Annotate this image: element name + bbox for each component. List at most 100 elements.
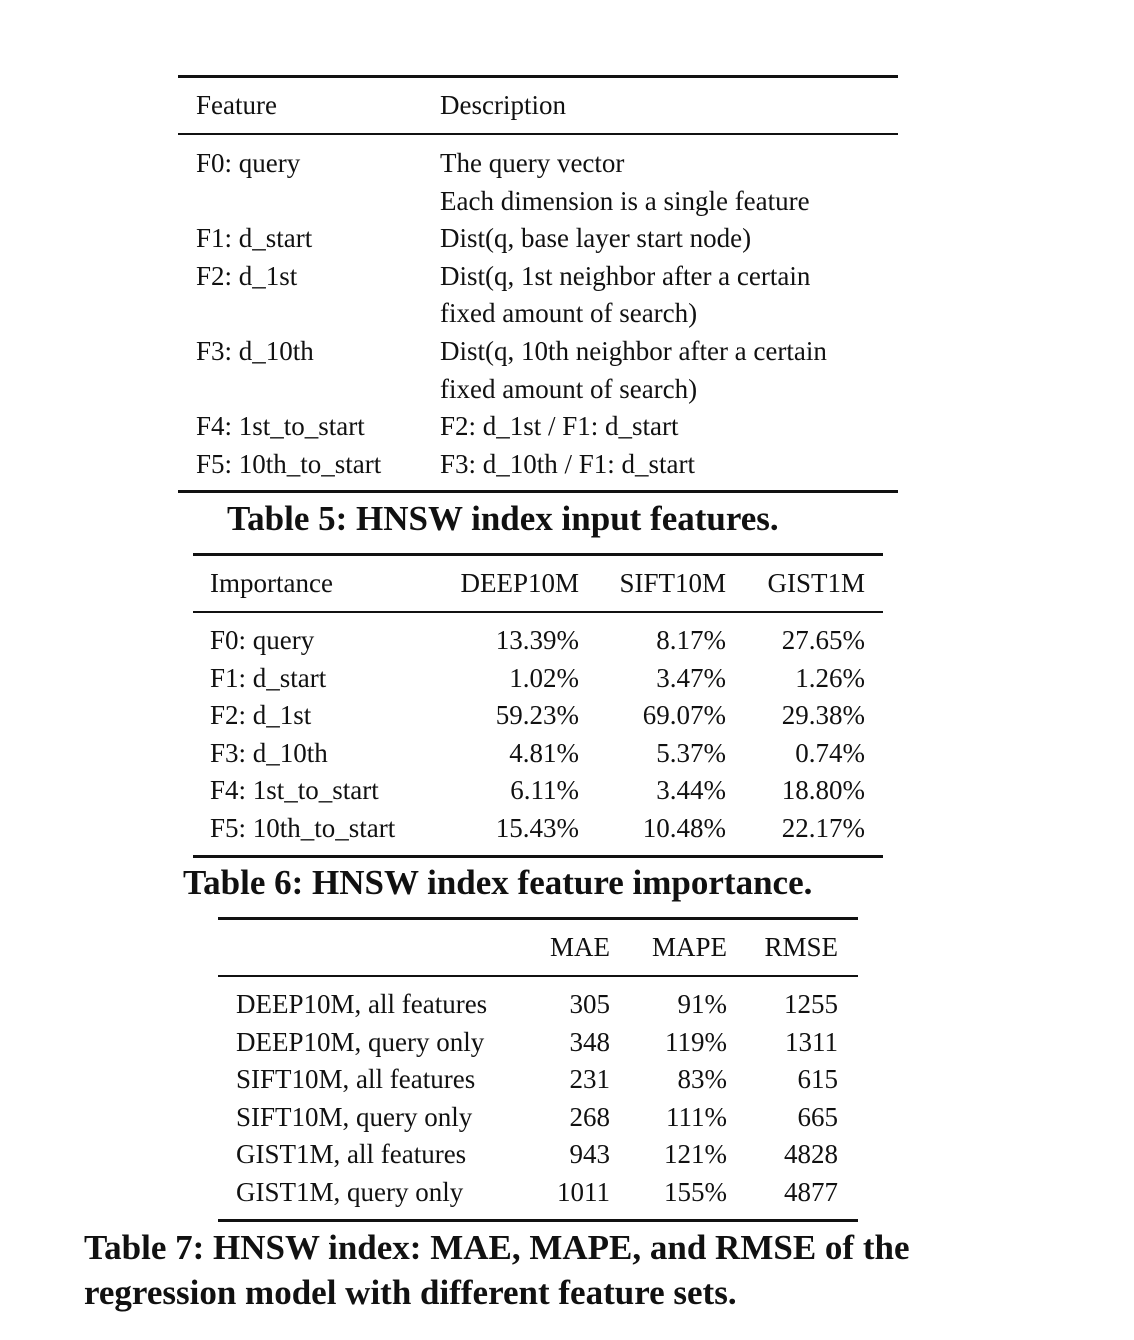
table-row: F4: 1st_to_start F2: d_1st / F1: d_start	[196, 408, 827, 446]
table-row: GIST1M, all features 943 121% 4828	[236, 1136, 838, 1174]
description-line: F3: d_10th / F1: d_start	[440, 448, 696, 479]
table7-header-rmse: RMSE	[764, 932, 838, 962]
table-row: F5: 10th_to_start 15.43% 10.48% 22.17%	[210, 810, 865, 848]
table7-body: DEEP10M, all features 305 91% 1255 DEEP1…	[236, 986, 838, 1212]
table7-bottom-rule	[218, 1219, 858, 1222]
table5-header-feature: Feature	[196, 90, 277, 120]
table7-value-cell: 268	[569, 1101, 611, 1132]
table5-header-description: Description	[440, 90, 566, 120]
description-line: fixed amount of search)	[440, 298, 698, 329]
table6-value-cell: 6.11%	[510, 775, 579, 806]
description-line: Dist(q, 1st neighbor after a certain	[440, 260, 811, 291]
description-line: fixed amount of search)	[440, 373, 698, 404]
table-row: F2: d_1st Dist(q, 1st neighbor after a c…	[196, 258, 827, 333]
table-row: F1: d_start 1.02% 3.47% 1.26%	[210, 660, 865, 698]
table6-header-sift10m: SIFT10M	[619, 568, 726, 598]
table7-label-cell: SIFT10M, all features	[236, 1064, 476, 1095]
description-line: Each dimension is a single feature	[440, 185, 810, 216]
table6-feature-cell: F1: d_start	[210, 662, 327, 693]
table7-label-cell: SIFT10M, query only	[236, 1101, 473, 1132]
table6-value-cell: 1.02%	[509, 662, 579, 693]
table-row: GIST1M, query only 1011 155% 4877	[236, 1174, 838, 1212]
table-row: F0: query The query vector Each dimensio…	[196, 145, 827, 220]
description-line: F2: d_1st / F1: d_start	[440, 411, 679, 442]
table7-value-cell: 348	[569, 1026, 611, 1057]
table5-description-cell: Dist(q, 10th neighbor after a certain fi…	[440, 333, 827, 408]
table6-value-cell: 59.23%	[495, 700, 579, 731]
table7-mid-rule	[218, 975, 858, 977]
table7-header-mape: MAPE	[651, 932, 727, 962]
table6-value-cell: 3.47%	[656, 662, 726, 693]
table7-value-cell: 83%	[677, 1064, 728, 1095]
table7-value-cell: 4877	[784, 1176, 838, 1207]
table-row: F0: query 13.39% 8.17% 27.65%	[210, 622, 865, 660]
table6-feature-cell: F0: query	[210, 625, 315, 655]
table7-caption-line2: regression model with different feature …	[84, 1273, 737, 1312]
table7-value-cell: 231	[569, 1064, 611, 1095]
table5-caption: Table 5: HNSW index input features.	[227, 499, 779, 538]
table6-top-rule	[193, 553, 883, 556]
table6-value-cell: 27.65%	[781, 625, 865, 655]
table6-value-cell: 10.48%	[642, 812, 726, 843]
table6-value-cell: 18.80%	[781, 775, 865, 806]
table7-header-mae: MAE	[550, 932, 610, 962]
description-line: Dist(q, base layer start node)	[440, 223, 752, 254]
table7-value-cell: 1255	[784, 989, 838, 1019]
table6-value-cell: 69.07%	[642, 700, 726, 731]
table5-feature-cell: F4: 1st_to_start	[196, 411, 365, 442]
table7-value-cell: 111%	[666, 1101, 727, 1132]
table7-value-cell: 943	[569, 1139, 611, 1170]
table5-feature-cell: F0: query	[196, 148, 301, 178]
table-row: F2: d_1st 59.23% 69.07% 29.38%	[210, 697, 865, 735]
table-row: DEEP10M, all features 305 91% 1255	[236, 986, 838, 1024]
table6-header-gist1m: GIST1M	[767, 568, 865, 598]
table5-bottom-rule	[178, 490, 898, 493]
table5-description-cell: Dist(q, base layer start node)	[440, 220, 827, 258]
table-row: DEEP10M, query only 348 119% 1311	[236, 1024, 838, 1062]
table-row: F5: 10th_to_start F3: d_10th / F1: d_sta…	[196, 446, 827, 484]
table6-feature-cell: F5: 10th_to_start	[210, 812, 396, 843]
table7-value-cell: 1011	[557, 1176, 610, 1207]
table6-value-cell: 22.17%	[781, 812, 865, 843]
table7-value-cell: 665	[797, 1101, 839, 1132]
table6-header-importance: Importance	[210, 568, 333, 598]
table5-header-row: Feature Description	[196, 87, 566, 125]
table7-label-cell: GIST1M, query only	[236, 1176, 464, 1207]
table6-value-cell: 4.81%	[509, 737, 579, 768]
description-line: The query vector	[440, 148, 625, 178]
table6-mid-rule	[193, 611, 883, 613]
table6-value-cell: 0.74%	[795, 737, 865, 768]
table6-caption: Table 6: HNSW index feature importance.	[183, 863, 813, 902]
table7-label-cell: GIST1M, all features	[236, 1139, 467, 1170]
table6-value-cell: 29.38%	[781, 700, 865, 731]
table7-header-row: MAE MAPE RMSE	[236, 929, 838, 967]
table5-feature-cell: F3: d_10th	[196, 335, 314, 366]
table5-body: F0: query The query vector Each dimensio…	[196, 145, 827, 483]
table-row: F3: d_10th 4.81% 5.37% 0.74%	[210, 735, 865, 773]
table7-value-cell: 615	[797, 1064, 839, 1095]
table5-description-cell: F2: d_1st / F1: d_start	[440, 408, 827, 446]
table5-feature-cell: F1: d_start	[196, 223, 313, 254]
table7-label-cell: DEEP10M, all features	[236, 989, 488, 1019]
table7-value-cell: 1311	[785, 1026, 838, 1057]
table6-feature-cell: F4: 1st_to_start	[210, 775, 379, 806]
table-row: F4: 1st_to_start 6.11% 3.44% 18.80%	[210, 772, 865, 810]
table-row: F3: d_10th Dist(q, 10th neighbor after a…	[196, 333, 827, 408]
table-row: SIFT10M, all features 231 83% 615	[236, 1061, 838, 1099]
table5-mid-rule	[178, 133, 898, 135]
table7-value-cell: 91%	[677, 989, 728, 1019]
table6-bottom-rule	[193, 855, 883, 858]
table-row: SIFT10M, query only 268 111% 665	[236, 1099, 838, 1137]
table6-value-cell: 3.44%	[656, 775, 726, 806]
table7-value-cell: 119%	[665, 1026, 727, 1057]
table7-value-cell: 155%	[664, 1176, 727, 1207]
table6-value-cell: 15.43%	[495, 812, 579, 843]
table6-value-cell: 8.17%	[656, 625, 726, 655]
table5-description-cell: The query vector Each dimension is a sin…	[440, 145, 827, 220]
table5-description-cell: Dist(q, 1st neighbor after a certain fix…	[440, 258, 827, 333]
table7-caption-line1: Table 7: HNSW index: MAE, MAPE, and RMSE…	[84, 1228, 910, 1267]
table6-header: Importance DEEP10M SIFT10M GIST1M	[210, 565, 865, 603]
table6-body: F0: query 13.39% 8.17% 27.65% F1: d_star…	[210, 622, 865, 848]
table6-feature-cell: F3: d_10th	[210, 737, 328, 768]
table5-description-cell: F3: d_10th / F1: d_start	[440, 446, 827, 484]
